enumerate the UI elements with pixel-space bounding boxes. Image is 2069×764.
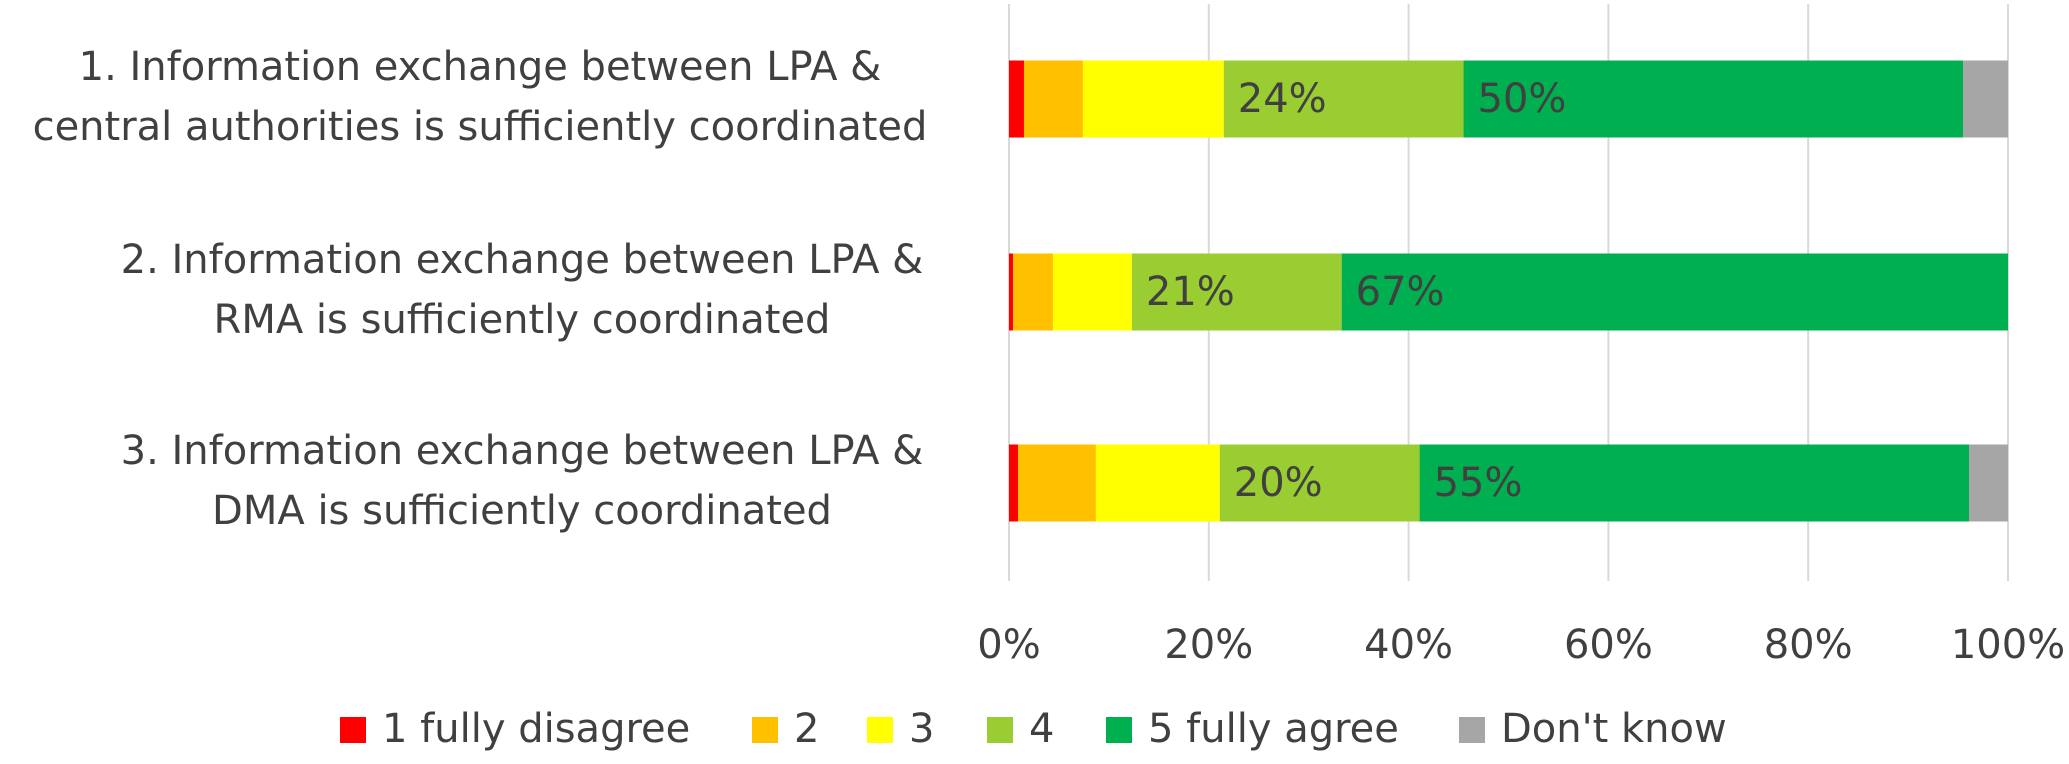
x-tick-label: 0%	[977, 622, 1040, 668]
bar-segment	[1969, 444, 2008, 522]
data-label: 55%	[1434, 460, 1523, 506]
bar-segment	[1012, 253, 1053, 331]
legend-label: 3	[909, 706, 934, 752]
bar-segment	[1963, 60, 2008, 138]
category-label: 3. Information exchange between LPA &	[121, 428, 924, 474]
bar-segment	[1223, 60, 1464, 138]
data-label: 24%	[1238, 76, 1327, 122]
legend-swatch	[987, 717, 1013, 743]
bar-segment	[1009, 253, 1013, 331]
bar-segment	[1131, 253, 1342, 331]
bar-segment	[1082, 60, 1224, 138]
bar-segment	[1052, 253, 1132, 331]
legend-label: Don't know	[1501, 706, 1727, 752]
legend-swatch	[867, 717, 893, 743]
legend-swatch	[752, 717, 778, 743]
legend-label: 1 fully disagree	[382, 706, 690, 752]
data-label: 20%	[1234, 460, 1323, 506]
category-label: RMA is sufficiently coordinated	[214, 297, 831, 343]
category-label: 2. Information exchange between LPA &	[121, 237, 924, 283]
legend-label: 4	[1029, 706, 1054, 752]
data-label: 21%	[1146, 269, 1235, 315]
bar-segment	[1009, 444, 1018, 522]
bar-segment	[1009, 60, 1024, 138]
legend-label: 2	[794, 706, 819, 752]
bar-segment	[1463, 60, 1964, 138]
x-tick-label: 20%	[1164, 622, 1253, 668]
bar-segment	[1219, 444, 1420, 522]
legend-swatch	[1459, 717, 1485, 743]
x-tick-label: 60%	[1564, 622, 1653, 668]
x-tick-label: 100%	[1951, 622, 2065, 668]
bar-segment	[1095, 444, 1220, 522]
bar-segment	[1023, 60, 1083, 138]
legend-label: 5 fully agree	[1148, 706, 1399, 752]
category-label: DMA is sufficiently coordinated	[212, 488, 832, 534]
x-tick-label: 40%	[1364, 622, 1453, 668]
bar-segment	[1341, 253, 2008, 331]
bar-segment	[1017, 444, 1096, 522]
bar-segment	[1419, 444, 1970, 522]
data-label: 50%	[1478, 76, 1567, 122]
x-tick-label: 80%	[1764, 622, 1853, 668]
category-label: 1. Information exchange between LPA &	[79, 44, 882, 90]
category-label: central authorities is sufficiently coor…	[33, 104, 928, 150]
legend-swatch	[340, 717, 366, 743]
legend-swatch	[1106, 717, 1132, 743]
data-label: 67%	[1356, 269, 1445, 315]
